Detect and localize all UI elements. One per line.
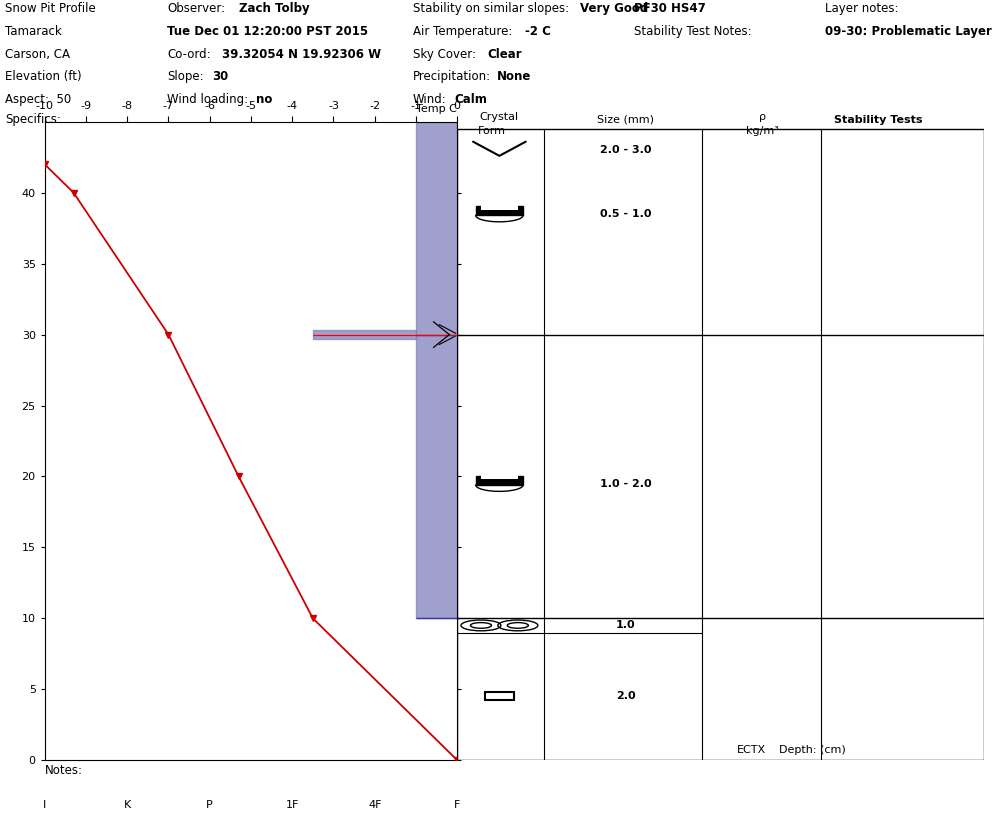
Text: Co-ord:: Co-ord:: [167, 48, 211, 60]
Text: Precipitation:: Precipitation:: [413, 71, 491, 83]
Text: PF30 HS47: PF30 HS47: [634, 3, 706, 15]
Text: Depth: (cm): Depth: (cm): [778, 744, 845, 754]
Text: Stability Tests: Stability Tests: [834, 114, 923, 124]
Text: 2.0 - 3.0: 2.0 - 3.0: [600, 145, 652, 155]
Text: K: K: [123, 800, 131, 810]
Text: Zach Tolby: Zach Tolby: [239, 3, 309, 15]
Text: Elevation (ft): Elevation (ft): [5, 71, 82, 83]
Text: F: F: [454, 800, 460, 810]
Text: Aspect:  50: Aspect: 50: [5, 93, 72, 106]
Text: 30: 30: [212, 71, 228, 83]
Text: 1F: 1F: [285, 800, 299, 810]
Text: 4F: 4F: [368, 800, 382, 810]
Text: I: I: [43, 800, 47, 810]
Text: Slope:: Slope:: [167, 71, 204, 83]
Text: Snow Pit Profile: Snow Pit Profile: [5, 3, 95, 15]
Text: ECTX: ECTX: [737, 744, 765, 754]
Text: Carson, CA: Carson, CA: [5, 48, 70, 60]
Text: kg/m³: kg/m³: [746, 126, 779, 136]
Text: Wind loading:: Wind loading:: [167, 93, 248, 106]
Text: Wind:: Wind:: [413, 93, 446, 106]
Text: Very Good: Very Good: [580, 3, 648, 15]
Text: no: no: [256, 93, 272, 106]
Text: Tue Dec 01 12:20:00 PST 2015: Tue Dec 01 12:20:00 PST 2015: [167, 25, 368, 38]
Text: 09-30: Problematic Layer: 09-30: Problematic Layer: [825, 25, 992, 38]
Text: 0.5 - 1.0: 0.5 - 1.0: [600, 209, 652, 219]
Text: 2.0: 2.0: [616, 691, 635, 701]
Text: 39.32054 N 19.92306 W: 39.32054 N 19.92306 W: [222, 48, 381, 60]
Text: Calm: Calm: [454, 93, 487, 106]
Text: Form: Form: [477, 126, 506, 136]
Text: 1.0 - 2.0: 1.0 - 2.0: [600, 479, 652, 489]
Text: Observer:: Observer:: [167, 3, 225, 15]
FancyBboxPatch shape: [481, 473, 518, 480]
FancyBboxPatch shape: [476, 206, 523, 215]
Bar: [485, 692, 514, 701]
Text: Layer notes:: Layer notes:: [825, 3, 899, 15]
Text: Temp C: Temp C: [416, 104, 457, 114]
FancyBboxPatch shape: [481, 203, 518, 210]
Text: Stability Test Notes:: Stability Test Notes:: [634, 25, 751, 38]
Text: Stability on similar slopes:: Stability on similar slopes:: [413, 3, 569, 15]
Text: Tamarack: Tamarack: [5, 25, 62, 38]
Text: Sky Cover:: Sky Cover:: [413, 48, 475, 60]
Text: Specifics:: Specifics:: [5, 113, 61, 126]
Text: None: None: [497, 71, 532, 83]
Text: -2 C: -2 C: [525, 25, 551, 38]
FancyBboxPatch shape: [476, 475, 523, 485]
Text: ρ: ρ: [759, 112, 766, 122]
Text: P: P: [207, 800, 213, 810]
Text: Notes:: Notes:: [45, 764, 83, 777]
Text: Air Temperature:: Air Temperature:: [413, 25, 512, 38]
Text: Crystal: Crystal: [480, 112, 519, 122]
Text: Clear: Clear: [487, 48, 522, 60]
Text: Size (mm): Size (mm): [597, 114, 654, 124]
Text: 1.0: 1.0: [616, 621, 635, 631]
